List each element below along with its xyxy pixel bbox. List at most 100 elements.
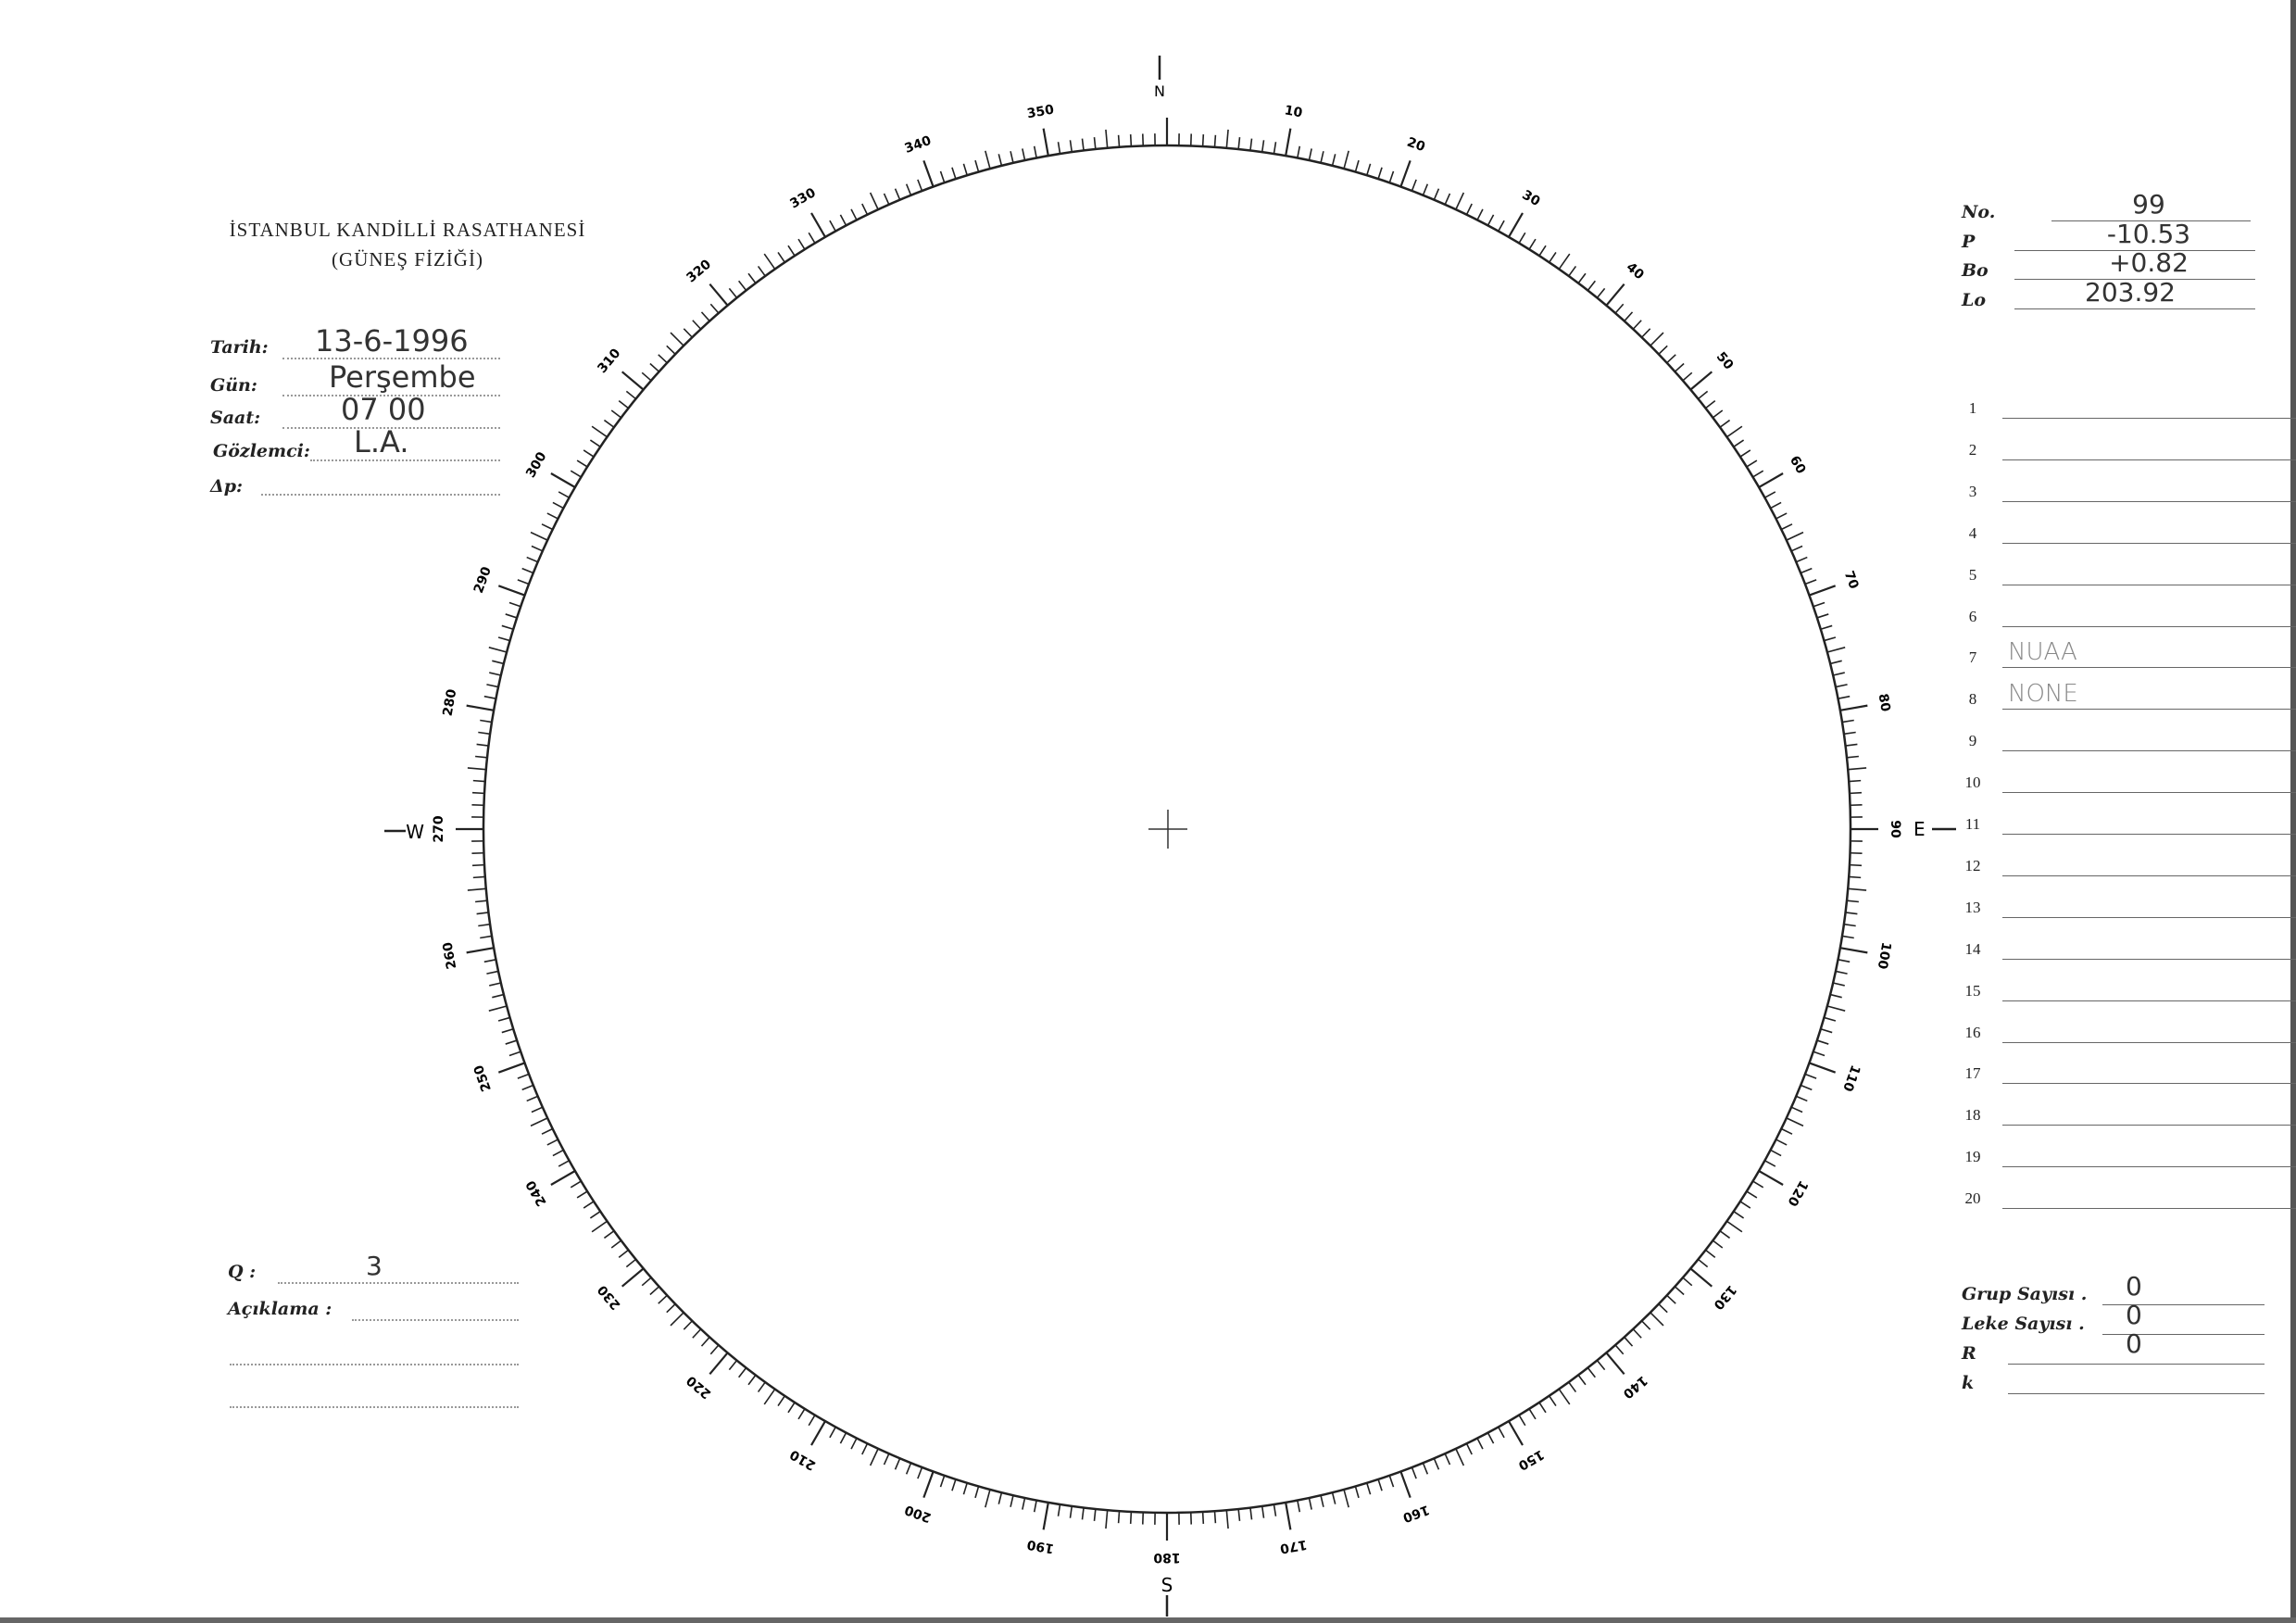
minor-tick <box>985 150 991 170</box>
r-value[interactable]: 0 <box>2126 1328 2142 1359</box>
minor-tick <box>1658 345 1668 355</box>
minor-tick <box>1213 134 1217 147</box>
minor-tick <box>1826 647 1846 653</box>
group-row-note[interactable]: NUAA <box>2008 638 2077 667</box>
param-p-value[interactable]: -10.53 <box>2106 219 2191 249</box>
minor-tick <box>1249 138 1253 151</box>
leke-sayisi-label: Leke Sayısı . <box>1962 1314 2085 1334</box>
group-row-note[interactable]: NONE <box>2008 680 2078 709</box>
scan-edge-right <box>2290 0 2296 1623</box>
minor-tick <box>552 1149 564 1157</box>
minor-tick <box>787 1402 796 1414</box>
minor-tick <box>692 1328 702 1339</box>
grup-sayisi-value[interactable]: 0 <box>2126 1271 2142 1302</box>
minor-tick <box>1465 203 1473 216</box>
major-tick <box>1758 1170 1784 1186</box>
minor-tick <box>670 1312 684 1327</box>
minor-tick <box>1388 1475 1395 1488</box>
minor-tick <box>951 167 957 180</box>
minor-tick <box>478 731 491 736</box>
minor-tick <box>1476 208 1484 220</box>
minor-tick <box>709 303 720 314</box>
group-row-number: 15 <box>1964 981 1981 1000</box>
group-row-line <box>2002 916 2296 918</box>
param-bo-value[interactable]: +0.82 <box>2109 247 2189 278</box>
degree-label: 20 <box>1405 135 1427 156</box>
major-tick <box>709 283 729 307</box>
param-no-line <box>2051 220 2251 221</box>
minor-tick <box>508 1051 521 1057</box>
major-tick <box>621 1267 645 1288</box>
minor-tick <box>869 1448 879 1466</box>
minor-tick <box>1422 1462 1429 1475</box>
minor-tick <box>666 1303 676 1314</box>
center-crosshair-icon <box>1148 810 1187 849</box>
minor-tick <box>1682 1277 1693 1287</box>
tarih-value[interactable]: 13-6-1996 <box>315 323 469 359</box>
minor-tick <box>883 193 890 206</box>
r-label: R <box>1962 1343 1976 1364</box>
param-no-value[interactable]: 99 <box>2132 189 2165 220</box>
group-row-number: 13 <box>1964 898 1981 916</box>
minor-tick <box>1273 1503 1277 1516</box>
minor-tick <box>1843 731 1856 736</box>
minor-tick <box>1261 1505 1265 1518</box>
group-row-line <box>2002 459 2296 460</box>
degree-label: 320 <box>684 257 714 285</box>
group-row-line <box>2002 1041 2296 1043</box>
minor-tick <box>610 409 622 419</box>
gozlemci-value[interactable]: L.A. <box>354 424 409 459</box>
minor-tick <box>1366 163 1372 176</box>
group-row-number: 4 <box>1968 523 1977 542</box>
minor-tick <box>1117 134 1121 147</box>
gun-value[interactable]: Perşembe <box>329 359 476 395</box>
leke-sayisi-value[interactable]: 0 <box>2126 1300 2142 1330</box>
minor-tick <box>1498 220 1505 232</box>
saat-label: Saat: <box>210 408 261 428</box>
south-letter: S <box>1161 1574 1173 1596</box>
saat-value[interactable]: 07 00 <box>341 392 426 427</box>
degree-label: 350 <box>1026 102 1056 121</box>
institution-title: İSTANBUL KANDİLLİ RASATHANESİ <box>229 219 586 241</box>
minor-tick <box>1069 1505 1073 1518</box>
r-line <box>2008 1364 2265 1365</box>
minor-tick <box>1835 970 1848 975</box>
minor-tick <box>1476 1438 1484 1450</box>
degree-label: 280 <box>441 687 460 717</box>
degree-labels: 10 20 30 40 50 60 70 80 90 100 110 120 130 140 150 160 1… <box>432 102 1902 1565</box>
minor-tick <box>1641 328 1651 338</box>
major-tick <box>1839 704 1868 711</box>
minor-tick <box>546 512 558 520</box>
degree-label: 130 <box>1710 1282 1738 1313</box>
major-tick <box>550 472 576 488</box>
minor-tick <box>489 672 502 676</box>
param-lo-value[interactable]: 203.92 <box>2085 277 2176 308</box>
minor-tick <box>728 1360 738 1371</box>
degree-label: 210 <box>787 1446 819 1473</box>
degree-label: 80 <box>1875 693 1892 713</box>
minor-tick <box>1790 1106 1803 1113</box>
minor-tick <box>576 1190 588 1199</box>
k-line <box>2008 1393 2265 1394</box>
minor-tick <box>475 755 488 759</box>
minor-tick <box>894 188 901 200</box>
q-line <box>278 1282 519 1284</box>
minor-tick <box>1843 923 1856 927</box>
minor-tick <box>1549 1395 1557 1407</box>
q-value[interactable]: 3 <box>366 1251 383 1281</box>
minor-tick <box>1849 779 1862 783</box>
minor-tick <box>1105 1510 1109 1529</box>
minor-tick <box>839 1432 847 1444</box>
group-row-line <box>2002 1208 2296 1210</box>
minor-tick <box>1538 1402 1547 1414</box>
degree-label: 260 <box>440 940 459 970</box>
leke-sayisi-line <box>2102 1334 2265 1335</box>
minor-tick <box>1770 501 1782 510</box>
group-row-number: 5 <box>1968 565 1977 584</box>
minor-tick <box>1518 232 1526 244</box>
group-row-line <box>2002 418 2296 419</box>
minor-tick <box>1698 1258 1709 1268</box>
minor-tick <box>1596 287 1606 298</box>
minor-tick <box>1577 272 1587 284</box>
param-p-label: P <box>1962 232 1976 252</box>
